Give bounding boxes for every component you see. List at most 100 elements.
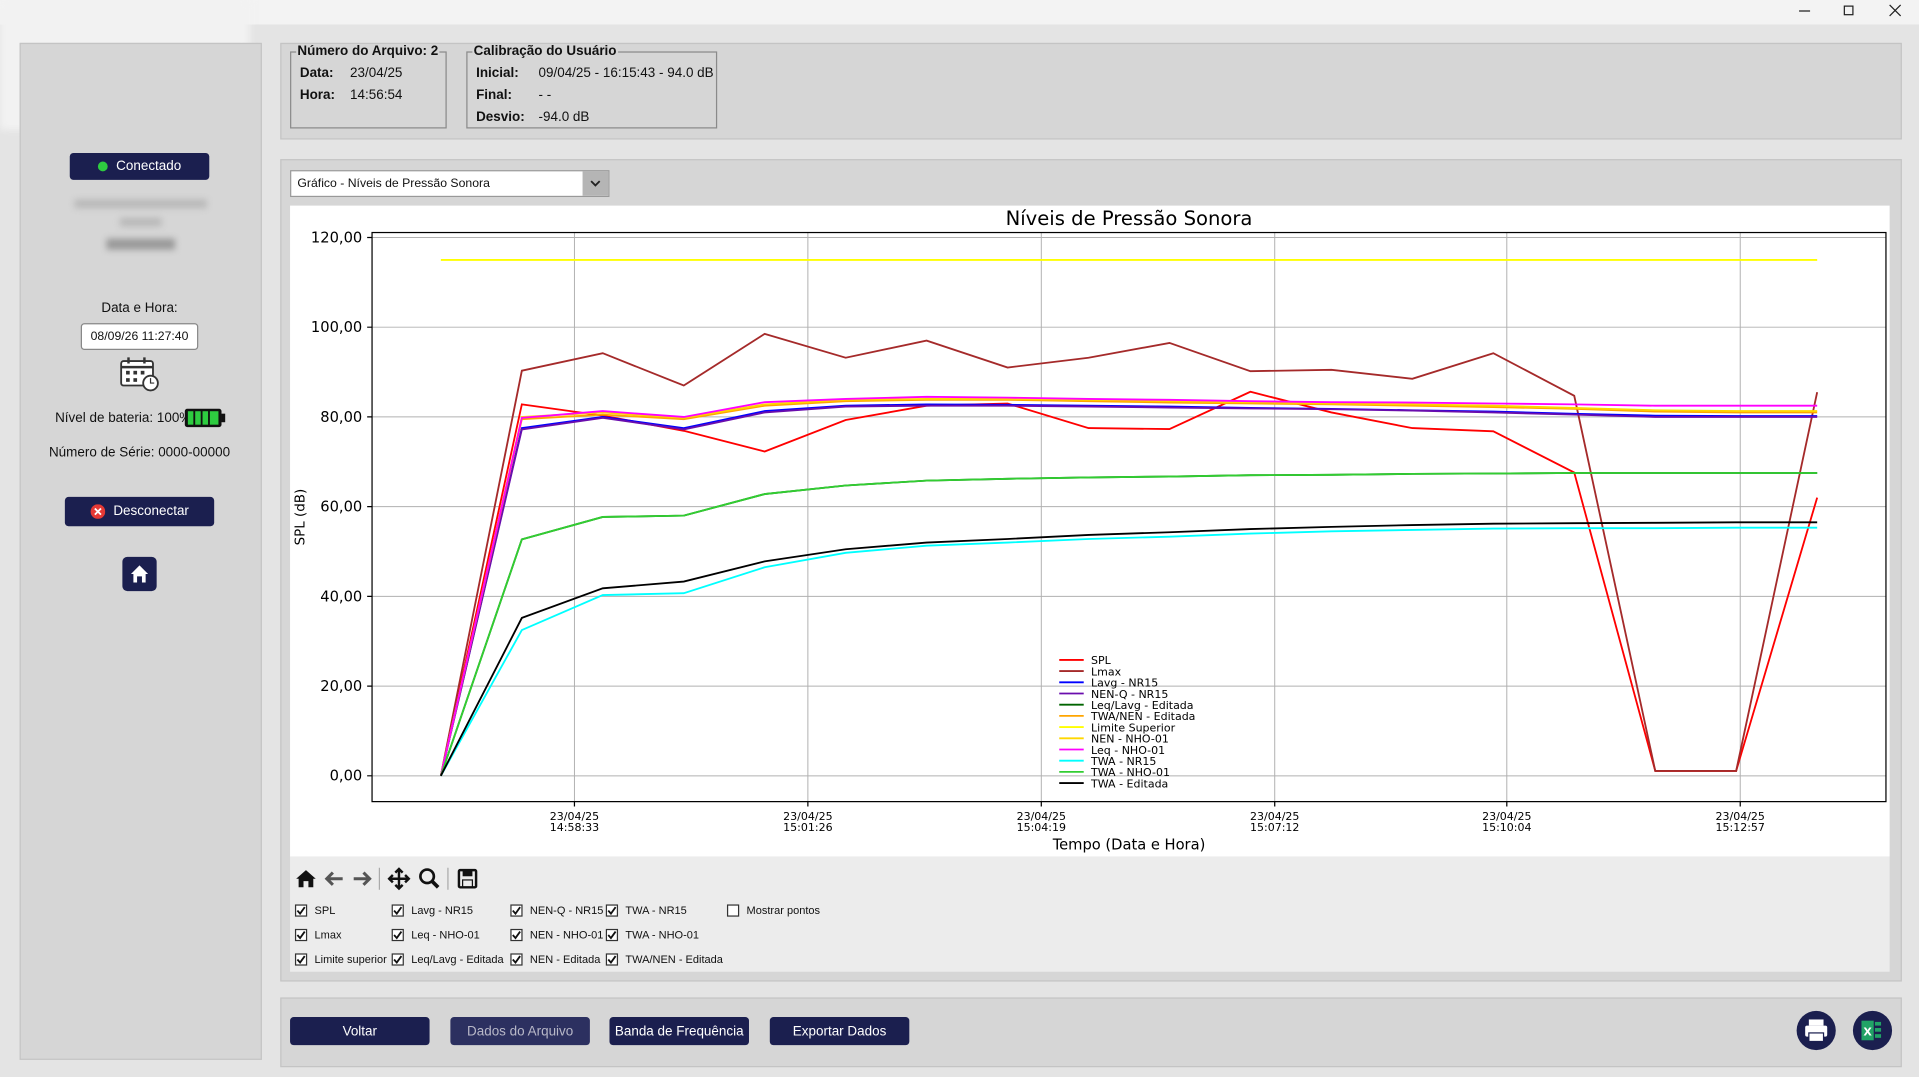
action-icons: X <box>1796 1010 1893 1051</box>
svg-text:X: X <box>1863 1025 1872 1038</box>
calibration: Calibração do Usuário Inicial: 09/04/25 -… <box>466 44 718 129</box>
x-tick-date: 23/04/25 <box>1017 810 1066 823</box>
frequency-button[interactable]: Banda de Frequência <box>609 1017 749 1046</box>
series-toggle[interactable]: TWA - NHO-01 <box>605 928 700 942</box>
series-line <box>439 472 1818 777</box>
series-toggle[interactable]: NEN-Q - NR15 <box>510 904 603 917</box>
home-button[interactable] <box>122 556 157 592</box>
checkbox[interactable] <box>294 953 308 966</box>
series-toggle[interactable]: Lmax <box>294 928 342 942</box>
checkbox[interactable] <box>391 928 404 942</box>
toggle-label: Lavg - NR15 <box>411 904 474 917</box>
chart: Níveis de Pressão Sonora Tempo (Data e Ho… <box>294 207 1887 853</box>
export-button[interactable]: Exportar Dados <box>769 1017 910 1046</box>
series-toggle[interactable]: SPL <box>294 904 335 917</box>
checkbox[interactable] <box>391 904 404 917</box>
checkbox[interactable] <box>294 928 308 942</box>
series-line <box>439 404 1818 777</box>
legend-label: Lavg - NR15 <box>1091 677 1158 690</box>
series-line <box>440 526 1818 777</box>
calendar-icon[interactable] <box>119 356 161 393</box>
toolbar <box>296 867 478 891</box>
field-value: 14:56:54 <box>350 88 403 103</box>
x-axis-label: Tempo (Data e Hora) <box>1052 836 1206 853</box>
y-axis-label: SPL (dB) <box>294 489 309 546</box>
x-tick-time: 15:01:26 <box>783 821 832 834</box>
toggle-label: TWA/NEN - Editada <box>625 953 723 966</box>
series-line <box>439 398 1818 777</box>
back-button[interactable]: Voltar <box>290 1017 430 1046</box>
checkbox[interactable] <box>605 953 619 966</box>
field-value: -94.0 dB <box>538 110 590 125</box>
tool-pan[interactable] <box>387 867 411 891</box>
toggle-label: Limite superior <box>314 953 387 966</box>
legend-label: Limite Superior <box>1091 721 1176 734</box>
legend-label: NEN-Q - NR15 <box>1091 688 1168 701</box>
chart-selector[interactable]: Gráfico - Níveis de Pressão Sonora <box>290 170 610 198</box>
status-text: Conectado <box>116 159 182 174</box>
datetime-input[interactable]: 08/09/26 11:27:40 <box>80 323 199 351</box>
battery-icon <box>184 408 226 428</box>
print-button[interactable] <box>1796 1010 1836 1051</box>
checkbox[interactable] <box>294 904 308 917</box>
field-label: Final: <box>476 88 512 103</box>
x-tick-date: 23/04/25 <box>783 810 832 823</box>
checkbox[interactable] <box>391 953 404 966</box>
info-panel <box>280 42 1902 140</box>
toggle-label: Lmax <box>314 928 342 942</box>
x-tick-time: 15:10:04 <box>1482 821 1531 834</box>
checkbox[interactable] <box>510 928 523 942</box>
tool-save[interactable] <box>457 868 478 889</box>
close[interactable] <box>1889 4 1902 17</box>
y-tick-label: 80,00 <box>320 409 362 426</box>
x-tick-time: 15:12:57 <box>1716 821 1765 834</box>
status-button[interactable]: Conectado <box>69 152 210 180</box>
series-toggle[interactable]: NEN - Editada <box>510 953 601 966</box>
file-data-button[interactable]: Dados do Arquivo <box>450 1017 590 1046</box>
checkbox[interactable] <box>605 904 619 917</box>
datetime-label: Data e Hora: <box>101 301 178 316</box>
series-line <box>439 398 1818 777</box>
series-line <box>439 332 1819 776</box>
checkbox[interactable] <box>510 953 523 966</box>
legend-label: Leq/Lavg - Editada <box>1091 699 1193 712</box>
maximize[interactable] <box>1843 5 1854 16</box>
x-tick-date: 23/04/25 <box>1482 810 1531 823</box>
series-toggle[interactable]: Lavg - NR15 <box>391 904 474 917</box>
x-tick-time: 14:58:33 <box>550 821 599 834</box>
excel-button[interactable]: X <box>1852 1010 1893 1051</box>
toggle-label: NEN - Editada <box>529 953 601 966</box>
checkbox[interactable] <box>605 928 619 942</box>
series-toggle[interactable]: Leq/Lavg - Editada <box>391 953 504 966</box>
series-toggle[interactable]: NEN - NHO-01 <box>510 928 603 942</box>
tool-home[interactable] <box>296 870 316 888</box>
chart-title: Níveis de Pressão Sonora <box>1006 207 1253 230</box>
legend-label: TWA - Editada <box>1090 777 1168 790</box>
selector-text: Gráfico - Níveis de Pressão Sonora <box>297 176 490 191</box>
series-toggle[interactable]: Mostrar pontos <box>726 904 820 917</box>
toggle-label: Leq - NHO-01 <box>411 928 480 942</box>
toggle-label: TWA - NHO-01 <box>625 928 700 942</box>
checkbox[interactable] <box>510 904 523 917</box>
y-tick-label: 40,00 <box>320 588 362 605</box>
calibration-title: Calibração do Usuário <box>472 44 618 59</box>
field-label: Desvio: <box>476 110 525 125</box>
disconnect-icon <box>90 504 105 519</box>
file-info-title: Número do Arquivo: 2 <box>296 44 440 59</box>
legend-label: NEN - NHO-01 <box>1091 733 1169 746</box>
series-toggle[interactable]: Leq - NHO-01 <box>391 928 480 942</box>
battery-text: Nível de bateria: 100% <box>55 411 192 426</box>
tool-forward[interactable] <box>353 871 372 886</box>
tool-back[interactable] <box>324 871 343 886</box>
tool-zoom[interactable] <box>419 868 440 889</box>
series-toggle[interactable]: TWA - NR15 <box>605 904 687 917</box>
plot-frame <box>371 231 1887 803</box>
window-controls <box>1799 4 1902 17</box>
chart-background <box>290 205 1890 857</box>
series-toggle[interactable]: Limite superior <box>294 953 387 966</box>
legend-label: TWA - NHO-01 <box>1090 766 1170 779</box>
disconnect-button[interactable]: Desconectar <box>64 496 215 527</box>
checkbox[interactable] <box>726 904 740 917</box>
series-toggle[interactable]: TWA/NEN - Editada <box>605 953 723 966</box>
